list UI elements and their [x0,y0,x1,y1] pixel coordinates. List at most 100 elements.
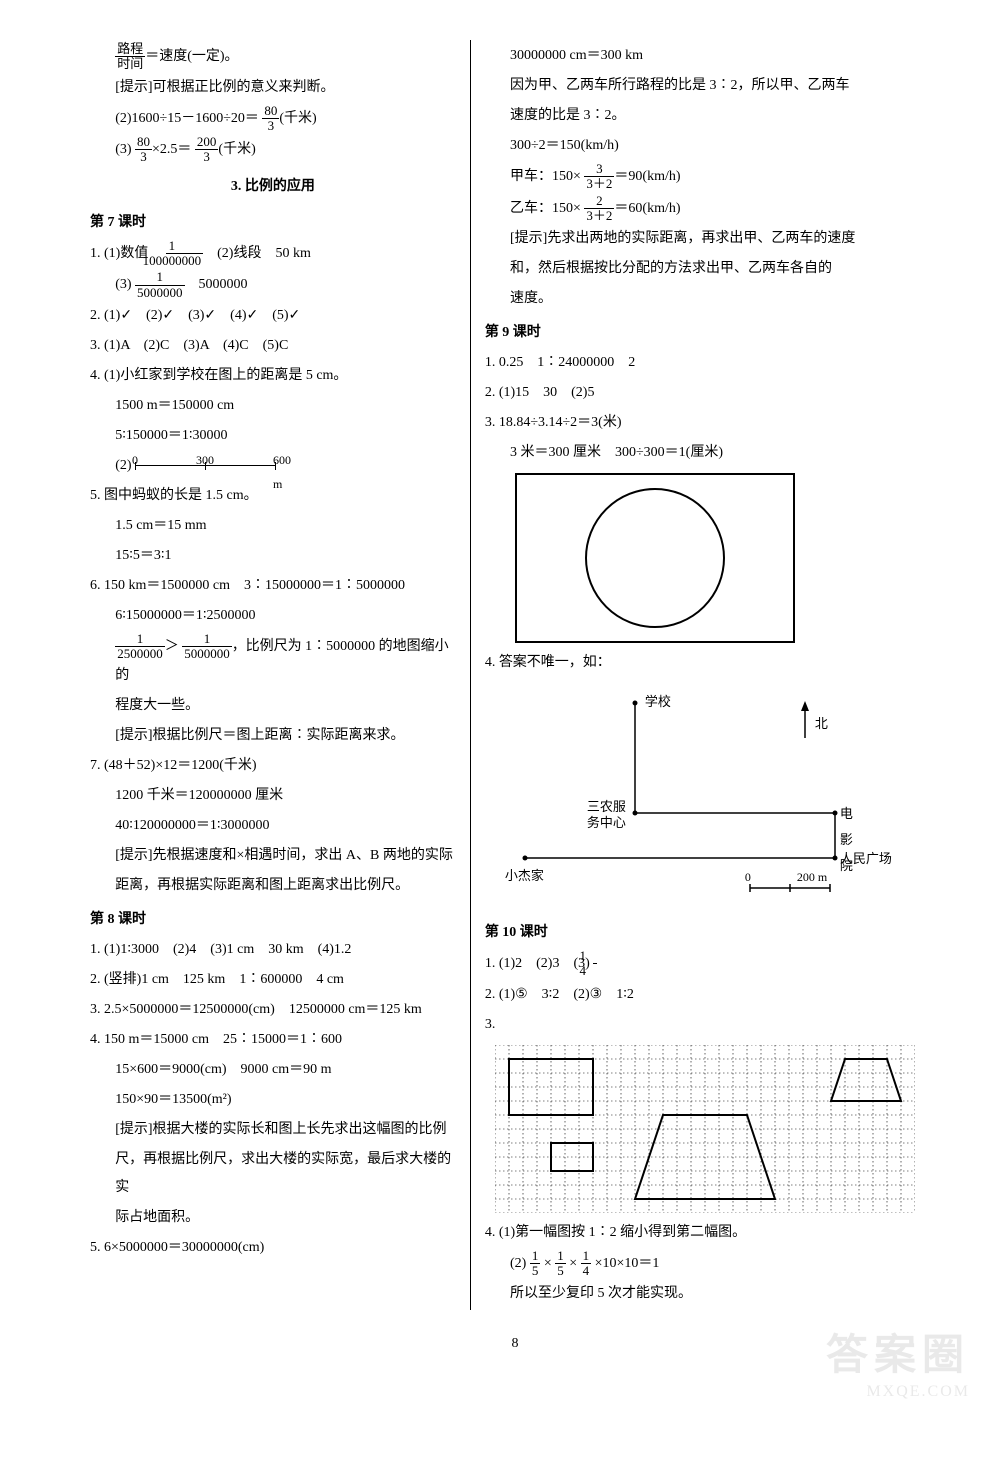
frac-1-5m-b: 1 5000000 [182,632,232,662]
l8-q4-l3: 150×90＝13500(m²) [90,1086,456,1114]
text: 乙车：150× [510,201,581,216]
two-column-layout: 路程 时间 ＝速度(一定)。 [提示]可根据正比例的意义来判断。 (2)1600… [90,40,940,1310]
text: × [569,1256,577,1271]
text: ×2.5＝ [152,142,191,157]
grid-diagram [520,1045,940,1213]
text: 3. [485,1017,496,1032]
q5-l2: 1.5 cm＝15 mm [90,512,456,540]
l8-q4-hint1: [提示]根据大楼的实际长和图上长先求出这幅图的比例 [90,1116,456,1144]
frac-b: 15 [555,1249,566,1279]
l8-q2: 2. (竖排)1 cm 125 km 1∶600000 4 cm [90,966,456,994]
r7: [提示]先求出两地的实际距离，再求出甲、乙两车的速度 [485,225,940,253]
r1: 30000000 cm＝300 km [485,42,940,70]
lesson-9-title: 第 9 课时 [485,319,940,347]
ruler-0: 0 [132,448,138,472]
l8-q4-l2: 15×600＝9000(cm) 9000 cm＝90 m [90,1056,456,1084]
frac-1-1e8: 1 100000000 [166,239,203,269]
calc-3: (3) 80 3 ×2.5＝ 200 3 (千米) [90,135,456,165]
q6-hint: [提示]根据比例尺＝图上距离∶实际距离来求。 [90,722,456,750]
text: (2)线段 50 km [203,246,311,261]
r2: 因为甲、乙两车所行路程的比是 3∶2，所以甲、乙两车 [485,72,940,100]
l9-q3: 3. 18.84÷3.14÷2＝3(米) [485,409,940,437]
l9-q1: 1. 0.25 1∶24000000 2 [485,349,940,377]
frac-1-4: 1 4 [593,949,597,979]
text: (2) [510,1256,526,1271]
r8: 和，然后根据按比分配的方法求出甲、乙两车各自的 [485,255,940,283]
q6-l4: 程度大一些。 [90,692,456,720]
map-north: 北 [815,711,828,737]
q7: 7. (48＋52)×12＝1200(千米) [90,752,456,780]
map-school: 学校 [645,689,671,715]
q4-l4: (2) 0 300 600 m [90,452,456,480]
l8-q1: 1. (1)1∶3000 (2)4 (3)1 cm 30 km (4)1.2 [90,936,456,964]
q5-l3: 15∶5＝3∶1 [90,542,456,570]
q7-hint1: [提示]先根据速度和×相遇时间，求出 A、B 两地的实际 [90,842,456,870]
page-number: 8 [90,1330,940,1358]
l10-q4-2: (2) 15 × 15 × 14 ×10×10＝1 [485,1249,940,1279]
lesson-8-title: 第 8 课时 [90,906,456,934]
text: (2)1600÷15－1600÷20＝ [115,111,259,126]
q1-line1: 1. (1)数值 1 100000000 (2)线段 50 km [90,239,456,269]
q2: 2. (1)✓ (2)✓ (3)✓ (4)✓ (5)✓ [90,302,456,330]
left-column: 路程 时间 ＝速度(一定)。 [提示]可根据正比例的意义来判断。 (2)1600… [90,40,471,1310]
frac-80-3b: 80 3 [135,135,152,165]
text: ＞ [165,639,179,654]
circle-shape [585,488,725,628]
map-scale-0: 0 [745,865,751,889]
ruler-300: 300 [196,448,214,472]
text: 1. (1)2 (2)3 (3) [485,956,590,971]
text: (千米) [279,111,316,126]
text: ＝90(km/h) [614,169,680,184]
text: (2) [115,458,131,473]
r5: 甲车：150× 3 3＋2 ＝90(km/h) [485,162,940,192]
text: (3) [115,277,131,292]
frac-200-3: 200 3 [195,135,219,165]
l8-q4: 4. 150 m＝15000 cm 25∶15000＝1∶600 [90,1026,456,1054]
text: 甲车：150× [510,169,581,184]
line-speed-formula: 路程 时间 ＝速度(一定)。 [90,42,456,72]
text: 5000000 [185,277,248,292]
r3: 速度的比是 3∶2。 [485,102,940,130]
q6: 6. 150 km＝1500000 cm 3∶15000000＝1∶500000… [90,572,456,600]
r9: 速度。 [485,285,940,313]
q3: 3. (1)A (2)C (3)A (4)C (5)C [90,332,456,360]
map-sannong: 三农服务中心 [587,799,626,830]
q4-l3: 5∶150000＝1∶30000 [90,422,456,450]
l8-q3: 3. 2.5×5000000＝12500000(cm) 12500000 cm＝… [90,996,456,1024]
l10-q3: 3. [485,1011,940,1213]
l9-q4: 4. 答案不唯一，如： [485,649,940,677]
l10-q4-3: 所以至少复印 5 次才能实现。 [485,1280,940,1308]
grid-svg [495,1045,915,1213]
frac-distance-time: 路程 时间 [115,42,145,72]
frac-c: 14 [581,1249,592,1279]
ruler-600: 600 m [273,448,291,496]
q4: 4. (1)小红家到学校在图上的距离是 5 cm。 [90,362,456,390]
q4-l2: 1500 m＝150000 cm [90,392,456,420]
frac-2-5: 2 3＋2 [584,194,614,224]
section-3-title: 3. 比例的应用 [90,173,456,201]
r4: 300÷2＝150(km/h) [485,132,940,160]
map-xiaojie: 小杰家 [505,863,544,889]
q6-l2: 6∶15000000＝1∶2500000 [90,602,456,630]
watermark-sub: MXQE.COM [866,1376,970,1408]
q7-l3: 40∶120000000＝1∶3000000 [90,812,456,840]
q7-hint2: 距离，再根据实际距离和图上距离求出比例尺。 [90,872,456,900]
text: ＝速度(一定)。 [145,49,238,64]
frac-a: 15 [530,1249,541,1279]
text: (千米) [218,142,255,157]
l8-q4-hint2: 尺，再根据比例尺，求出大楼的实际宽，最后求大楼的实 [90,1146,456,1202]
l8-q5: 5. 6×5000000＝30000000(cm) [90,1234,456,1262]
frac-80-3: 80 3 [262,104,279,134]
text: (3) [115,142,131,157]
ruler-diagram: 0 300 600 m [135,465,275,466]
map-scale-200: 200 m [797,865,827,889]
r6: 乙车：150× 2 3＋2 ＝60(km/h) [485,194,940,224]
map-diagram: 学校 北 三农服务中心 电影院 人民广场 小杰家 0 200 m [505,683,865,913]
q1-line2: (3) 1 5000000 5000000 [90,270,456,300]
l10-q1: 1. (1)2 (2)3 (3) 1 4 [485,949,940,979]
map-square: 人民广场 [840,846,892,872]
circle-in-rect-figure [515,473,795,643]
hint-proportion: [提示]可根据正比例的意义来判断。 [90,74,456,102]
lesson-10-title: 第 10 课时 [485,919,940,947]
calc-2: (2)1600÷15－1600÷20＝ 80 3 (千米) [90,104,456,134]
